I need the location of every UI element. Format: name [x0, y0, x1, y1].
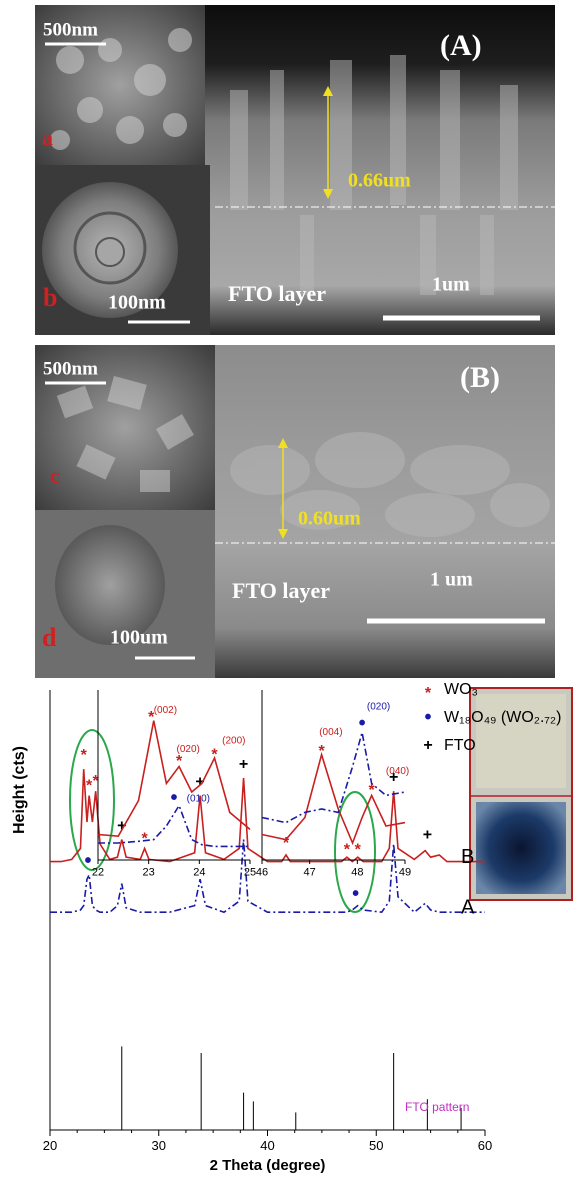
- x-tick-label: 23: [143, 867, 155, 879]
- series-line: [50, 769, 485, 861]
- layer-label: FTO layer: [232, 578, 330, 603]
- highlight-ellipse: [70, 730, 114, 870]
- phase-marker: •: [359, 712, 366, 734]
- panel-letter: a: [42, 125, 53, 150]
- scale-label: 500nm: [43, 358, 98, 379]
- phase-marker: *: [81, 747, 88, 764]
- panel-label: (A): [440, 29, 482, 62]
- x-tick-label: 49: [399, 867, 411, 879]
- panel-label: (B): [460, 361, 500, 394]
- legend-label: FTO: [444, 737, 476, 754]
- phase-marker: *: [355, 841, 362, 858]
- phase-marker: *: [283, 835, 290, 852]
- x-tick-label: 30: [152, 1138, 166, 1153]
- x-tick-label: 50: [369, 1138, 383, 1153]
- x-tick-label: 20: [43, 1138, 57, 1153]
- scale-label: 500nm: [43, 19, 98, 40]
- peak-label: (020): [367, 702, 390, 713]
- figure: 500nm a b 100nm (A) 0.66um FTO layer 1um…: [0, 0, 587, 1179]
- peak-label: (010): [187, 793, 210, 804]
- x-axis-label: 2 Theta (degree): [210, 1157, 326, 1174]
- phase-marker: •: [85, 850, 92, 872]
- x-tick-label: 48: [351, 867, 363, 879]
- scale-label: 1 um: [430, 569, 473, 591]
- x-tick-label: 47: [304, 867, 316, 879]
- phase-marker: *: [211, 746, 218, 763]
- photo-film: [476, 802, 566, 894]
- phase-marker: *: [318, 743, 325, 760]
- phase-marker: +: [423, 826, 432, 843]
- flower-core: [96, 238, 124, 266]
- x-tick-label: 24: [193, 867, 205, 879]
- panel-letter: d: [42, 623, 57, 652]
- legend-symbol: +: [423, 737, 432, 754]
- sem-panel-b: 500nm c d 100um (B) 0.60um FTO layer 1 u…: [35, 345, 555, 678]
- x-tick-label: 25: [244, 867, 256, 879]
- thickness-label: 0.66um: [348, 170, 411, 192]
- x-tick-label: 40: [260, 1138, 274, 1153]
- series-line: [262, 733, 405, 823]
- x-tick-label: 22: [92, 867, 104, 879]
- x-tick-label: 60: [478, 1138, 492, 1153]
- y-axis-label: Height (cts): [11, 746, 28, 834]
- phase-marker: *: [93, 773, 100, 790]
- phase-marker: +: [239, 756, 248, 773]
- photo-film: [476, 694, 566, 788]
- phase-marker: *: [369, 782, 376, 799]
- pattern-label: FTO pattern: [405, 1100, 469, 1114]
- scale-label: 1um: [432, 274, 470, 296]
- peak-label: (040): [386, 766, 409, 777]
- layer-label: FTO layer: [228, 281, 326, 306]
- series-label: B: [461, 846, 474, 868]
- peak-label: (004): [319, 727, 342, 738]
- phase-marker: *: [148, 709, 155, 726]
- phase-marker: •: [352, 883, 359, 905]
- phase-marker: *: [176, 753, 183, 770]
- scale-label: 100nm: [108, 292, 166, 314]
- phase-marker: *: [141, 830, 148, 847]
- peak-label: (200): [222, 736, 245, 747]
- peak-label: (002): [154, 705, 177, 716]
- phase-marker: *: [344, 841, 351, 858]
- phase-marker: •: [170, 787, 177, 809]
- panel-letter: c: [50, 463, 60, 488]
- x-tick-label: 46: [256, 867, 268, 879]
- series-label: A: [461, 896, 475, 918]
- scale-label: 100um: [110, 627, 168, 649]
- legend-label: WO₃: [444, 681, 478, 698]
- panel-letter: b: [43, 283, 57, 312]
- phase-marker: +: [117, 818, 126, 835]
- legend-symbol: •: [424, 706, 431, 728]
- thickness-label: 0.60um: [298, 508, 361, 530]
- legend-symbol: *: [425, 685, 432, 702]
- sem-panel-a: 500nm a b 100nm (A) 0.66um FTO layer 1um: [35, 5, 555, 335]
- series-line: [262, 755, 405, 843]
- legend-label: W₁₈O₄₉ (WO₂.₇₂): [444, 709, 561, 726]
